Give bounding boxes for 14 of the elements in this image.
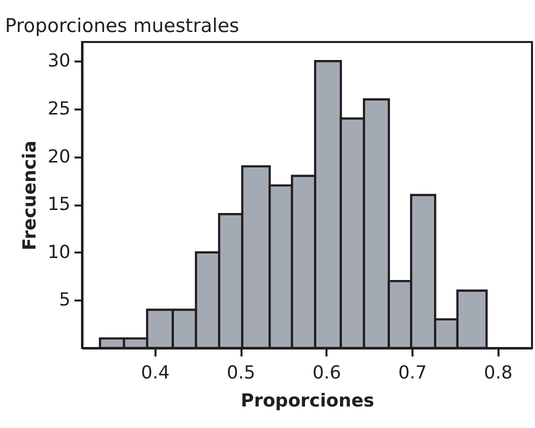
x-axis-title: Proporciones: [240, 390, 374, 412]
x-tick-label: 0.8: [484, 362, 513, 384]
y-tick-label: 25: [48, 98, 70, 120]
y-tick-label: 15: [48, 194, 70, 216]
y-axis-title: Frecuencia: [20, 140, 41, 250]
x-tick-label: 0.5: [226, 362, 256, 384]
x-tick-label: 0.6: [312, 362, 342, 384]
chart-title: Proporciones muestrales: [5, 15, 240, 37]
y-tick-label: 5: [59, 290, 70, 311]
y-tick-label: 10: [48, 242, 70, 263]
y-tick-label: 20: [48, 146, 70, 168]
x-tick-label: 0.4: [141, 362, 170, 384]
y-tick-label: 30: [48, 50, 70, 72]
x-tick-label: 0.7: [398, 362, 427, 384]
